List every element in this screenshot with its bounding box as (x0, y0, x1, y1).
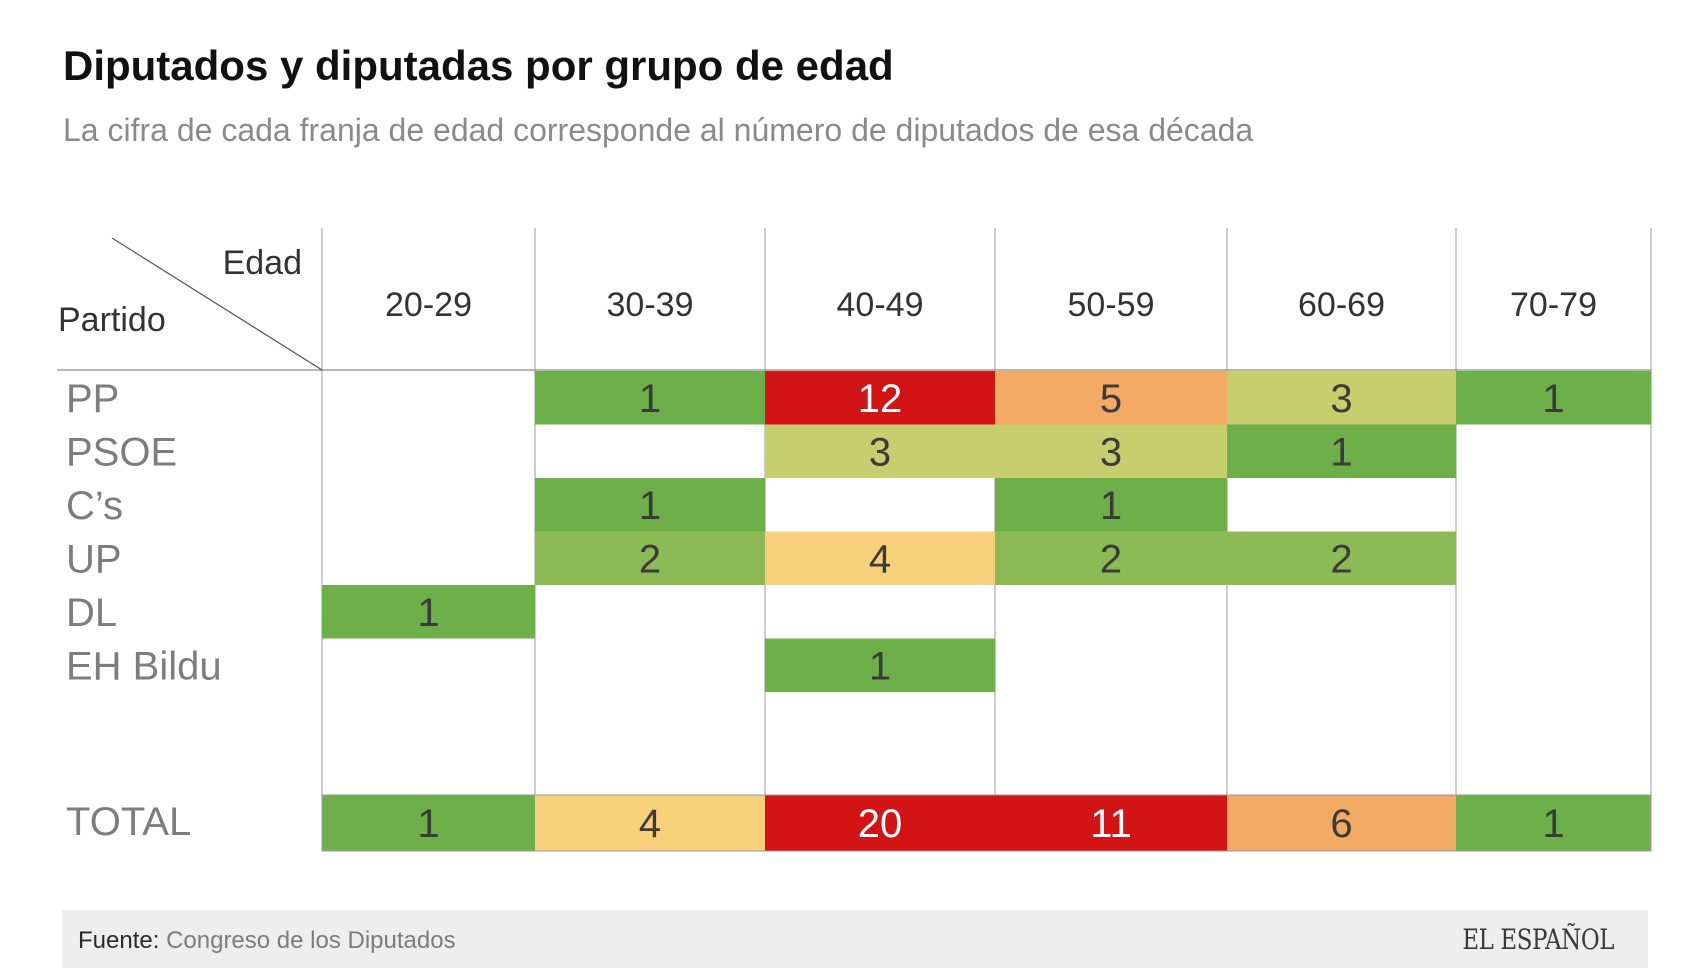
publisher-logo: EL ESPAÑOL (1462, 923, 1614, 956)
cell-value: 4 (869, 537, 891, 581)
source-value: Congreso de los Diputados (166, 927, 456, 954)
corner-diagonal (111, 237, 323, 371)
corner-label-rows: Partido (58, 301, 166, 339)
cell-value: 1 (1542, 377, 1564, 421)
cell-value: 1 (417, 591, 439, 635)
heatmap-cell (535, 478, 765, 532)
heatmap-cell (1227, 371, 1456, 425)
cell-value: 20 (858, 802, 903, 846)
cell-value: 1 (1330, 430, 1352, 474)
heatmap-cell (535, 531, 765, 585)
cell-value: 1 (869, 644, 891, 688)
total-row-label: TOTAL (66, 800, 191, 844)
heatmap-cell (535, 371, 765, 425)
row-label: EH Bildu (66, 644, 222, 688)
cell-value: 5 (1100, 377, 1122, 421)
cell-value: 2 (639, 537, 661, 581)
cell-value: 2 (1100, 537, 1122, 581)
cell-value: 1 (639, 377, 661, 421)
cell-value: 2 (1330, 537, 1352, 581)
row-label: PP (66, 377, 119, 421)
row-label: UP (66, 537, 122, 581)
row-label: PSOE (66, 430, 177, 474)
heatmap-cell (765, 424, 995, 478)
column-header: 60-69 (1298, 286, 1385, 324)
heatmap-cell (322, 585, 535, 639)
heatmap-cell (995, 795, 1227, 851)
heatmap-cell (995, 424, 1227, 478)
heatmap-cell (1227, 424, 1456, 478)
heatmap-cell (1456, 371, 1651, 425)
column-header: 70-79 (1510, 286, 1597, 324)
heatmap-cell (995, 478, 1227, 532)
chart-subtitle: La cifra de cada franja de edad correspo… (63, 112, 1254, 148)
cell-value: 1 (417, 802, 439, 846)
cell-value: 3 (869, 430, 891, 474)
heatmap-cell (765, 638, 995, 692)
heatmap-cell (322, 795, 535, 851)
cell-value: 6 (1330, 802, 1352, 846)
heatmap-cell (765, 371, 995, 425)
total-row-outline (321, 794, 1652, 852)
corner-label-columns: Edad (223, 244, 302, 282)
column-header: 40-49 (837, 286, 924, 324)
heatmap-cell (1227, 795, 1456, 851)
cell-value: 1 (1100, 484, 1122, 528)
cell-value: 3 (1330, 377, 1352, 421)
heatmap-cell (1456, 795, 1651, 851)
source-label: Fuente: (78, 927, 160, 954)
cell-value: 1 (1542, 802, 1564, 846)
source-line: Fuente: Congreso de los Diputados (78, 927, 456, 955)
heatmap-cell (765, 795, 995, 851)
heatmap-cell (765, 531, 995, 585)
cell-value: 1 (639, 484, 661, 528)
column-header: 50-59 (1068, 286, 1155, 324)
column-header: 20-29 (385, 286, 472, 324)
heatmap-cell (1227, 531, 1456, 585)
row-label: DL (66, 591, 117, 635)
heatmap-cell (535, 795, 765, 851)
row-label: C’s (66, 484, 123, 528)
cell-value: 3 (1100, 430, 1122, 474)
cell-value: 4 (639, 802, 661, 846)
column-header: 30-39 (607, 286, 694, 324)
chart-title: Diputados y diputadas por grupo de edad (63, 42, 894, 89)
heatmap-chart: Edad Partido 20-29 30-39 40-49 50-59 60-69 70-7… (57, 228, 1652, 852)
footer: Fuente: Congreso de los Diputados EL ESP… (62, 910, 1648, 968)
cell-value: 12 (858, 377, 903, 421)
heatmap-cell (995, 531, 1227, 585)
heatmap-cell (995, 371, 1227, 425)
cell-value: 11 (1090, 802, 1132, 846)
